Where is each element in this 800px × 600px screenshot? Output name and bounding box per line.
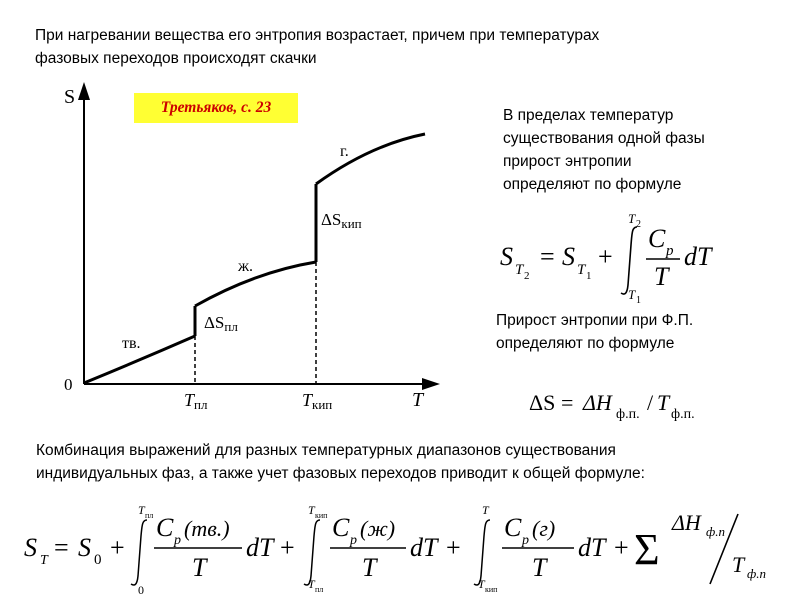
formula-single-phase: S T 2 = S T 1 + T 2 T 1 C p T dT xyxy=(500,211,713,305)
note1-line-2: существования одной фазы xyxy=(503,130,705,147)
note2-line-1: Прирост энтропии при Ф.П. xyxy=(496,312,694,329)
f3-i1-num: C xyxy=(156,513,174,542)
entropy-graph: S T 0 тв. ж. г. ΔSпл ΔSкип Tпл Tкип xyxy=(64,82,440,412)
intro-text: При нагревании вещества его энтропия воз… xyxy=(35,24,735,70)
f3-eq: = xyxy=(54,533,69,562)
f3-i2-dt: dT xyxy=(410,533,439,562)
f1-integral-sign xyxy=(620,226,638,295)
f3-i1-upper: T xyxy=(138,503,146,517)
f3-i2-num: C xyxy=(332,513,350,542)
f3-integral-1 xyxy=(130,519,148,586)
f3-plus-4: + xyxy=(614,533,629,562)
f3-sum-sign: Σ xyxy=(634,525,660,574)
note-phase-transition: Прирост энтропии при Ф.П. определяют по … xyxy=(496,309,756,355)
f1-den: T xyxy=(654,262,670,291)
f1-plus: + xyxy=(598,242,613,271)
f1-s: S xyxy=(562,242,575,271)
f3-i3-lower-sub: кип xyxy=(485,585,498,594)
f1-lower: T xyxy=(628,287,636,302)
f2-eq: = xyxy=(561,390,573,415)
f3-s0-sub: 0 xyxy=(94,552,102,568)
f2-slash: / xyxy=(647,390,654,415)
f3-i2-lower: T xyxy=(308,577,316,591)
y-axis-label: S xyxy=(64,86,75,108)
f2-h-sub: ф.п. xyxy=(616,407,640,422)
f3-dh: ΔH xyxy=(671,510,702,535)
delta-s-boil-label: ΔSкип xyxy=(321,210,362,231)
intro-line-1: При нагревании вещества его энтропия воз… xyxy=(35,27,600,44)
f1-num-sub: p xyxy=(665,243,674,259)
phase-solid-label: тв. xyxy=(122,335,141,352)
tick-melt-label: Tпл xyxy=(184,390,208,412)
note1-line-4: определяют по формуле xyxy=(503,176,682,193)
curve-liquid xyxy=(194,260,317,308)
f3-dh-sub: ф.п xyxy=(706,524,725,539)
f3-slash xyxy=(709,513,739,585)
f3-i1-den: T xyxy=(192,553,208,582)
formula-phase-transition: ΔS = ΔH ф.п. / T ф.п. xyxy=(529,390,695,422)
f3-i2-den: T xyxy=(362,553,378,582)
combo-line-1: Комбинация выражений для разных температ… xyxy=(36,442,616,459)
note1-line-1: В пределах температур xyxy=(503,107,674,124)
f1-s-subsub: 1 xyxy=(586,270,592,282)
f3-i3-upper: T xyxy=(482,503,490,517)
f3-i3-num-sub: p xyxy=(521,533,529,548)
formula-general: S T = S 0 + T пл 0 C p (тв.) T dT + T ки… xyxy=(24,503,766,597)
f3-integral-2 xyxy=(303,519,321,586)
f3-s0: S xyxy=(78,533,91,562)
f3-integral-3 xyxy=(473,519,491,586)
f3-t-fp-sub: ф.п xyxy=(747,566,766,581)
f3-i2-lower-sub: пл xyxy=(315,585,323,594)
f3-i1-lower: 0 xyxy=(138,583,144,597)
delta-s-melt-label: ΔSпл xyxy=(204,313,238,334)
f3-i3-lower: T xyxy=(478,577,486,591)
f1-lower-sub: 1 xyxy=(636,295,641,305)
curve-gas xyxy=(315,132,426,186)
f1-lhs-sub: T xyxy=(515,262,525,278)
f2-delta-h: ΔH xyxy=(582,390,613,415)
f3-plus-3: + xyxy=(446,533,461,562)
f1-dt: dT xyxy=(684,242,713,271)
f1-num: C xyxy=(648,224,666,253)
f1-eq: = xyxy=(540,242,555,271)
f3-i3-dt: dT xyxy=(578,533,607,562)
f3-plus-1: + xyxy=(110,533,125,562)
f1-lhs-subsub: 2 xyxy=(524,270,530,282)
note-single-phase: В пределах температур существования одно… xyxy=(503,104,763,196)
combo-line-2: индивидуальных фаз, а также учет фазовых… xyxy=(36,465,645,482)
curve-solid xyxy=(83,334,196,385)
intro-line-2: фазовых переходов происходят скачки xyxy=(35,50,317,67)
tick-boil-label: Tкип xyxy=(302,390,332,412)
f3-i2-upper: T xyxy=(308,503,316,517)
combination-text: Комбинация выражений для разных температ… xyxy=(36,439,776,485)
f3-i1-num-arg: (тв.) xyxy=(184,516,230,541)
f1-s-sub: T xyxy=(577,262,587,278)
f3-i1-dt: dT xyxy=(246,533,275,562)
f3-lhs: S xyxy=(24,533,37,562)
f3-i3-num-arg: (г) xyxy=(532,516,555,541)
f3-i1-upper-sub: пл xyxy=(145,511,153,520)
origin-label: 0 xyxy=(64,375,73,394)
f3-i2-num-sub: p xyxy=(349,533,357,548)
f3-i2-num-arg: (ж) xyxy=(360,516,395,541)
f3-i1-num-sub: p xyxy=(173,533,181,548)
f3-i3-num: C xyxy=(504,513,522,542)
f3-plus-2: + xyxy=(280,533,295,562)
f1-upper-sub: 2 xyxy=(636,219,641,230)
note1-line-3: прирост энтропии xyxy=(503,153,632,170)
reference-badge: Третьяков, с. 23 xyxy=(134,93,298,123)
f3-t-fp: T xyxy=(732,552,746,577)
f2-delta-s: ΔS xyxy=(529,390,555,415)
f2-t: T xyxy=(657,390,671,415)
note2-line-2: определяют по формуле xyxy=(496,335,675,352)
f3-lhs-sub: T xyxy=(40,553,49,568)
phase-gas-label: г. xyxy=(340,143,349,160)
phase-liquid-label: ж. xyxy=(237,258,253,275)
f3-i3-den: T xyxy=(532,553,548,582)
f2-t-sub: ф.п. xyxy=(671,407,695,422)
f3-i2-upper-sub: кип xyxy=(315,511,328,520)
f1-lhs: S xyxy=(500,242,513,271)
x-axis-label: T xyxy=(412,389,425,411)
f1-upper: T xyxy=(628,211,636,226)
